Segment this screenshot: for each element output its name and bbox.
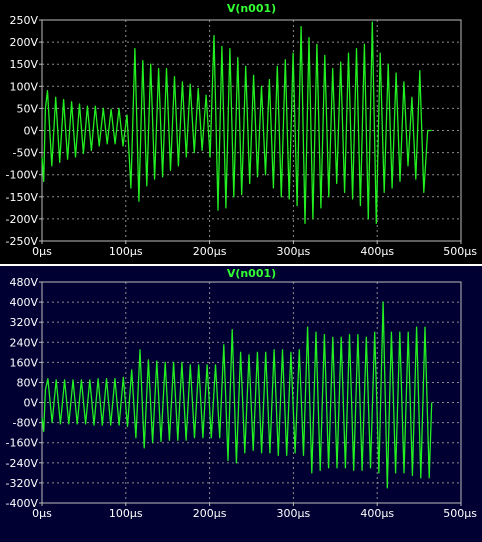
x-tick-label: 100µs bbox=[109, 507, 143, 520]
y-tick-label: 320V bbox=[9, 316, 38, 329]
y-tick-label: -200V bbox=[6, 213, 39, 226]
x-tick-label: 100µs bbox=[109, 245, 143, 258]
x-tick-label: 0µs bbox=[32, 507, 52, 520]
y-tick-label: -100V bbox=[6, 169, 39, 182]
y-tick-label: 400V bbox=[9, 296, 38, 309]
y-tick-label: 240V bbox=[9, 336, 38, 349]
x-tick-label: 0µs bbox=[32, 245, 52, 258]
y-tick-label: -320V bbox=[6, 477, 39, 490]
x-tick-label: 200µs bbox=[193, 245, 227, 258]
y-tick-label: -400V bbox=[6, 497, 39, 510]
y-tick-label: -80V bbox=[13, 417, 39, 430]
x-tick-label: 500µs bbox=[443, 507, 477, 520]
x-tick-label: 300µs bbox=[277, 507, 311, 520]
top-waveform-chart: V(n001) 250V 200V 150V 100V 50V 0V -50V -100V -15… bbox=[6, 2, 478, 258]
y-tick-label: -240V bbox=[6, 457, 39, 470]
x-tick-label: 200µs bbox=[193, 507, 227, 520]
x-tick-label: 300µs bbox=[277, 245, 311, 258]
y-tick-label: 150V bbox=[9, 58, 38, 71]
y-tick-label: 200V bbox=[9, 36, 38, 49]
bottom-waveform-chart: V(n001) 480V 400V 320V 240V 160V 80V 0V -80V -160… bbox=[6, 267, 478, 520]
y-tick-label: 80V bbox=[16, 376, 38, 389]
y-tick-label: 100V bbox=[9, 80, 38, 93]
y-tick-label: 250V bbox=[9, 14, 38, 27]
plot-frame bbox=[41, 281, 462, 504]
plot-frame bbox=[41, 19, 462, 242]
series-line-0 bbox=[41, 301, 433, 489]
series-line-0 bbox=[41, 21, 432, 224]
y-tick-label: -160V bbox=[6, 437, 39, 450]
y-tick-label: 0V bbox=[23, 397, 38, 410]
x-tick-label: 400µs bbox=[360, 507, 394, 520]
x-tick-label: 500µs bbox=[443, 245, 477, 258]
y-tick-label: 480V bbox=[9, 276, 38, 289]
chart-title: V(n001) bbox=[227, 2, 276, 15]
y-tick-label: -250V bbox=[6, 235, 39, 248]
bottom-waveform-panel: V(n001) 480V 400V 320V 240V 160V 80V 0V -80V -160… bbox=[0, 266, 482, 542]
y-tick-label: 160V bbox=[9, 356, 38, 369]
x-tick-label: 400µs bbox=[360, 245, 394, 258]
y-tick-label: -50V bbox=[13, 147, 39, 160]
chart-title: V(n001) bbox=[227, 267, 276, 280]
y-tick-label: 0V bbox=[23, 125, 38, 138]
y-tick-label: 50V bbox=[16, 102, 38, 115]
y-tick-label: -150V bbox=[6, 191, 39, 204]
top-waveform-panel: V(n001) 250V 200V 150V 100V 50V 0V -50V -100V -15… bbox=[0, 0, 482, 266]
